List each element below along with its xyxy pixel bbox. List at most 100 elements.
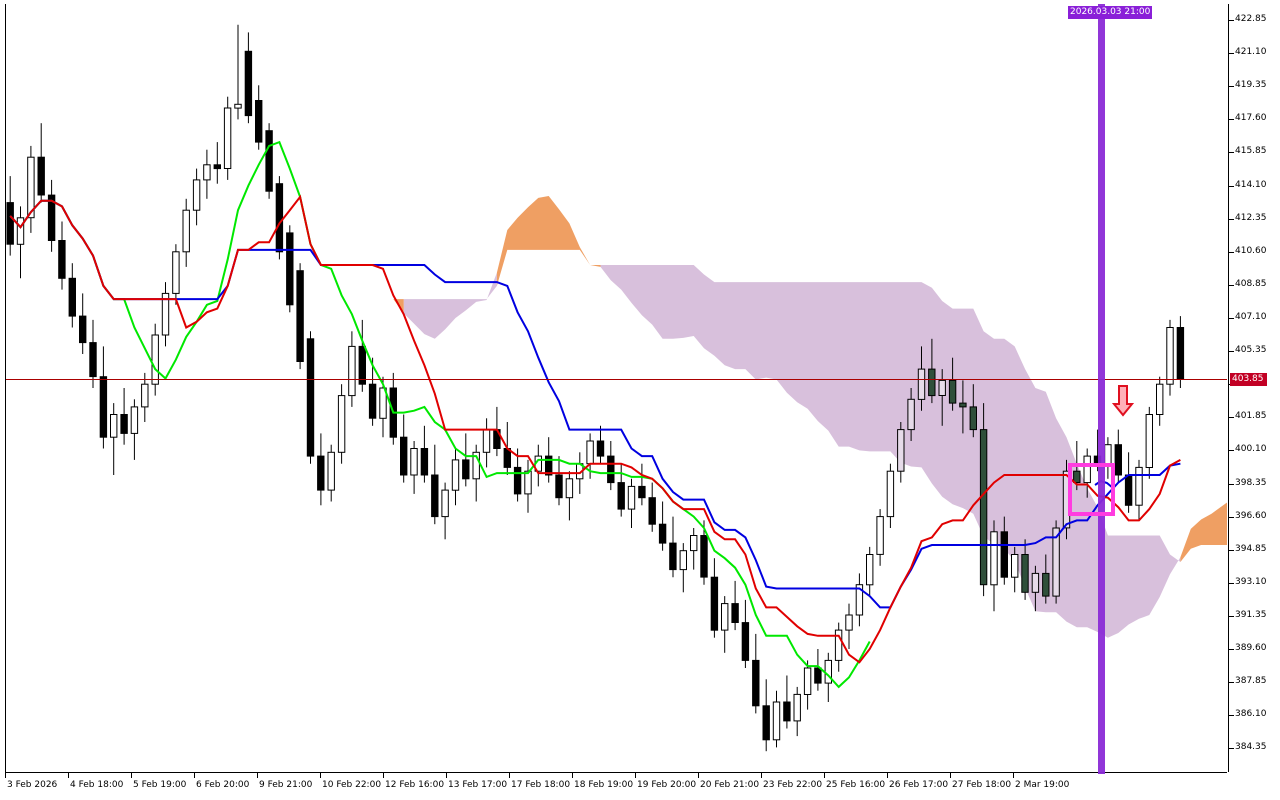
candle-bullish: [679, 550, 687, 571]
candle-bullish: [907, 398, 915, 431]
plot-area[interactable]: [5, 4, 1227, 772]
time-tick-label: 20 Feb 21:00: [700, 780, 760, 790]
time-tick-label: 17 Feb 18:00: [511, 780, 571, 790]
price-tick: [1229, 119, 1234, 120]
price-tick-label: 393.10: [1235, 577, 1267, 587]
time-tick-label: 18 Feb 19:00: [574, 780, 634, 790]
candle-bearish: [286, 232, 294, 306]
time-tick-label: 26 Feb 17:00: [889, 780, 949, 790]
price-tick: [1229, 219, 1234, 220]
cloud-segment-bullish: [1180, 502, 1227, 562]
candle-bearish: [1124, 474, 1133, 506]
kijun-sen-polyline: [9, 199, 1181, 609]
candle-bearish: [513, 466, 522, 495]
tenkan-sen-polyline: [9, 140, 871, 689]
candle-bullish: [130, 406, 139, 434]
candle-bearish: [596, 440, 605, 457]
candle-bullish: [1031, 572, 1040, 593]
sell-signal-arrow-icon[interactable]: [1112, 384, 1134, 418]
time-tick-label: 9 Feb 21:00: [259, 780, 313, 790]
cloud-segment-bullish: [496, 196, 601, 286]
time-tick: [320, 773, 321, 778]
candle-bullish: [824, 659, 832, 684]
price-tick: [1229, 682, 1234, 683]
candle-bearish: [265, 130, 273, 192]
candle-bullish: [1011, 554, 1019, 578]
price-tick: [1229, 550, 1234, 551]
candle-bullish: [886, 470, 895, 518]
price-tick-label: 412.35: [1235, 213, 1267, 223]
price-tick-label: 389.60: [1235, 643, 1267, 653]
price-tick-label: 405.35: [1235, 345, 1267, 355]
candle-bearish: [700, 535, 708, 578]
price-tick-label: 386.10: [1235, 709, 1267, 719]
time-tick: [131, 773, 132, 778]
candle-bearish: [731, 603, 739, 623]
candle-bullish: [410, 448, 418, 476]
candle-bearish: [607, 455, 615, 484]
candle-bullish: [327, 451, 335, 491]
price-tick-label: 415.85: [1235, 146, 1267, 156]
candle-bearish: [358, 345, 367, 385]
candle-bearish: [317, 455, 325, 491]
candle-bearish: [1176, 327, 1185, 380]
price-tick: [1229, 450, 1234, 451]
candle-bullish: [1052, 527, 1060, 597]
time-axis[interactable]: 3 Feb 2026 4 Feb 18:00 5 Feb 19:00 6 Feb 20…: [0, 773, 1280, 800]
candle-bullish: [141, 383, 149, 408]
price-tick-label: 419.35: [1235, 80, 1267, 90]
time-tick-label: 5 Feb 19:00: [133, 780, 187, 790]
selection-rectangle[interactable]: [1068, 463, 1115, 516]
candle-bearish: [37, 156, 45, 196]
candle-bearish: [928, 368, 936, 397]
price-tick-label: 391.35: [1235, 610, 1267, 620]
candle-bearish: [58, 240, 66, 279]
candle-bearish: [1000, 531, 1008, 578]
time-tick: [446, 773, 447, 778]
time-tick: [383, 773, 384, 778]
price-tick: [1229, 53, 1234, 54]
candle-bullish: [348, 345, 356, 397]
chikou-span-line: [9, 194, 1181, 664]
candle-bullish: [855, 584, 864, 616]
candle-bearish: [99, 376, 108, 438]
candle-bearish: [275, 183, 284, 253]
price-tick-label: 384.35: [1235, 742, 1267, 752]
candle-bullish: [627, 485, 636, 510]
chikou-span-polyline: [9, 194, 1181, 664]
candle-bullish: [203, 164, 211, 181]
time-tick-label: 2 Mar 19:00: [1015, 780, 1070, 790]
price-tick: [1229, 252, 1234, 253]
time-tick: [5, 773, 6, 778]
price-tick: [1229, 616, 1234, 617]
candle-bearish: [244, 50, 253, 117]
candle-bullish: [690, 535, 698, 552]
candle-bullish: [586, 440, 594, 465]
candle-bullish: [161, 292, 170, 336]
candle-bullish: [803, 667, 812, 695]
candle-bearish: [617, 482, 625, 510]
price-tick-label: 408.85: [1235, 279, 1267, 289]
kumo-cloud-bearish: [403, 265, 1181, 638]
crosshair-vertical-line[interactable]: [1098, 4, 1105, 774]
candle-bullish: [834, 629, 843, 661]
price-tick-label: 394.85: [1235, 544, 1267, 554]
tenkan-sen-line: [9, 140, 871, 689]
candle-bullish: [223, 107, 232, 169]
price-tick-label: 400.10: [1235, 444, 1267, 454]
candlestick-series: [6, 24, 1185, 752]
time-tick: [509, 773, 510, 778]
candle-bullish: [721, 603, 729, 631]
candle-bearish: [638, 485, 646, 499]
price-tick: [1229, 318, 1234, 319]
candle-bullish: [1083, 455, 1091, 484]
price-axis[interactable]: 422.85 421.10 419.35 417.60 415.85 414.10 412.…: [1229, 0, 1280, 800]
candle-bullish: [524, 470, 532, 495]
chart-plot-svg: [5, 24, 1227, 752]
candle-bearish: [545, 455, 553, 476]
candle-bullish: [451, 459, 460, 491]
candle-bearish: [959, 402, 967, 408]
time-tick-label: 4 Feb 18:00: [70, 780, 124, 790]
candle-bearish: [752, 659, 760, 707]
